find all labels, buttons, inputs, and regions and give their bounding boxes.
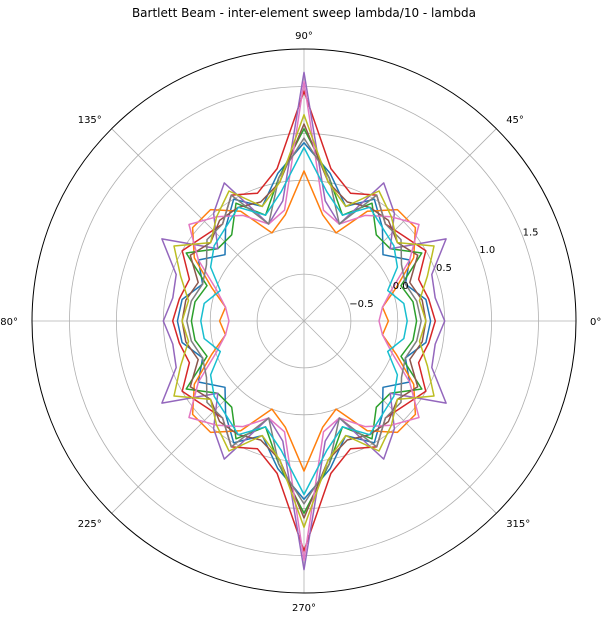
theta-tick-label: 135°	[78, 115, 102, 126]
r-tick-label: 0.5	[436, 263, 452, 274]
series-line-9	[200, 146, 408, 496]
theta-gridline	[111, 320, 305, 514]
r-tick-label: 1.5	[523, 227, 539, 238]
theta-tick-label: 180°	[0, 317, 18, 328]
series-line-8	[173, 113, 435, 529]
series-line-0	[176, 142, 432, 500]
chart-title: Bartlett Beam - inter-element sweep lamb…	[132, 6, 476, 20]
theta-tick-label: 315°	[506, 519, 530, 530]
theta-gridline	[111, 128, 305, 322]
theta-gridline	[303, 128, 497, 322]
polar-grid	[31, 48, 577, 594]
series-group	[161, 71, 447, 571]
series-line-1	[191, 170, 417, 472]
series-line-7	[186, 137, 422, 505]
theta-tick-label: 90°	[295, 31, 313, 42]
theta-tick-label: 225°	[78, 519, 102, 530]
theta-gridline	[303, 320, 497, 514]
theta-tick-label: 270°	[292, 603, 316, 614]
r-gridline	[256, 273, 352, 369]
r-tick-label: −0.5	[349, 299, 373, 310]
series-line-2	[185, 127, 423, 515]
r-gridline	[209, 226, 399, 416]
tick-labels: 0° 45° 90° 135° 180° 225° 270° 315° −0.5 0.0 0.5 1.…	[0, 31, 601, 614]
series-line-6	[188, 81, 420, 561]
theta-tick-label: 45°	[506, 115, 524, 126]
r-tick-label: 1.0	[479, 245, 495, 256]
series-line-4	[161, 71, 447, 571]
theta-tick-label: 0°	[590, 317, 601, 328]
polar-frame	[31, 48, 577, 594]
r-tick-label: 0.0	[393, 281, 409, 292]
r-gridline	[116, 133, 492, 509]
